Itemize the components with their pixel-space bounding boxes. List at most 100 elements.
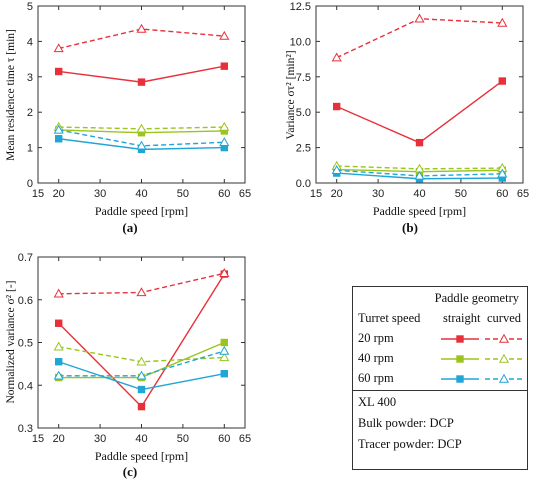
legend-divider — [353, 390, 527, 391]
data-point — [53, 341, 64, 351]
legend-straight-swatch-marker — [456, 335, 464, 343]
chart-panel: 15 20 30 40 50 60 65 0 1 2 3 4 5 Paddle speed [rpm] Me… — [5, 1, 251, 235]
series-60rpm-curved — [331, 165, 508, 180]
data-point — [219, 121, 230, 131]
legend-column-header-row: Turret speed straight curved — [353, 309, 527, 329]
y-tick-label: 0.3 — [18, 423, 33, 435]
x-tick-label: 20 — [53, 433, 65, 445]
y-tick-label: 4 — [27, 36, 33, 48]
x-tick-label: 15 — [32, 188, 44, 200]
data-point — [497, 168, 508, 178]
series-60rpm-curved — [53, 124, 230, 150]
data-point — [219, 268, 230, 277]
y-tick-label: 0.5 — [18, 338, 33, 350]
series-60rpm-curved — [53, 345, 230, 380]
x-tick-label: 50 — [177, 188, 189, 200]
legend-row-label: 60 rpm — [358, 371, 394, 385]
x-tick-label: 40 — [135, 433, 147, 445]
data-point — [414, 13, 425, 23]
x-tick-label: 30 — [94, 433, 106, 445]
panel-label: (b) — [402, 220, 418, 235]
y-axis-label: Variance στ² [min²] — [285, 50, 297, 139]
legend-curved-header: curved — [487, 311, 522, 325]
data-point — [53, 288, 64, 298]
legend-note-tracer-powder: Tracer powder: DCP — [358, 437, 462, 451]
y-axis-label: Mean residence time τ [min] — [5, 29, 17, 161]
y-tick-label: 12.5 — [290, 1, 311, 13]
data-point — [219, 345, 230, 355]
x-tick-label: 30 — [94, 188, 106, 200]
x-tick-label: 20 — [53, 188, 65, 200]
data-point — [136, 140, 147, 150]
data-point — [219, 137, 230, 146]
x-axis-label: Paddle speed [rpm] — [95, 204, 188, 218]
legend-turret-speed-header: Turret speed — [358, 311, 421, 325]
series-60rpm-straight — [55, 358, 229, 394]
y-axis-label: Normalized variance σ² [-] — [5, 281, 17, 404]
y-tick-label: 5.0 — [296, 107, 311, 119]
y-tick-label: 7.5 — [296, 72, 311, 84]
y-tick-label: 0.0 — [296, 178, 311, 190]
series-20rpm-straight — [333, 77, 507, 147]
y-tick-label: 0.4 — [18, 380, 33, 392]
legend-row-label: 20 rpm — [358, 331, 394, 345]
legend-swatches — [441, 373, 523, 383]
legend-swatches — [441, 333, 523, 343]
data-point — [219, 352, 230, 362]
legend-curved-swatch-marker — [498, 333, 510, 343]
data-point — [55, 358, 63, 366]
data-point — [219, 30, 230, 40]
data-point — [136, 356, 147, 366]
data-point — [136, 23, 147, 33]
y-tick-label: 2.5 — [296, 143, 311, 155]
legend-note-bulk-powder: Bulk powder: DCP — [358, 416, 454, 430]
y-tick-label: 2 — [27, 107, 33, 119]
x-axis-label: Paddle speed [rpm] — [95, 449, 188, 463]
y-tick-label: 3 — [27, 72, 33, 84]
legend-curved-swatch-marker — [498, 353, 510, 363]
x-tick-label: 50 — [455, 188, 467, 200]
y-tick-label: 10.0 — [290, 36, 311, 48]
y-tick-label: 0.7 — [18, 252, 33, 264]
data-point — [333, 102, 341, 111]
legend-header: Paddle geometry — [434, 291, 519, 305]
x-tick-label: 65 — [239, 433, 251, 445]
data-point — [220, 338, 229, 347]
y-tick-label: 0 — [27, 178, 33, 190]
data-point — [137, 385, 146, 394]
data-point — [53, 124, 64, 134]
data-point — [136, 370, 147, 380]
series-20rpm-straight — [55, 62, 229, 86]
plot-frame — [315, 5, 524, 184]
data-point — [331, 165, 342, 174]
y-tick-label: 1 — [27, 143, 33, 155]
x-tick-label: 50 — [177, 433, 189, 445]
x-tick-label: 20 — [331, 188, 343, 200]
x-tick-label: 65 — [239, 188, 251, 200]
data-point — [55, 319, 63, 327]
data-point — [497, 17, 508, 27]
legend-curved-swatch-marker — [498, 373, 510, 383]
x-tick-label: 40 — [135, 188, 147, 200]
chart-panel: 15 20 30 40 50 60 65 0.3 0.4 0.5 0.6 0.7 Paddle spee… — [5, 252, 251, 479]
series-20rpm-curved — [331, 13, 508, 62]
legend-row-40rpm: 40 rpm — [353, 349, 527, 369]
data-point — [220, 370, 229, 378]
series-20rpm-curved — [53, 23, 230, 53]
legend-row-label: 40 rpm — [358, 351, 394, 365]
series-line — [336, 18, 503, 59]
data-point — [331, 52, 342, 62]
legend-straight-swatch-marker — [456, 375, 464, 383]
series-line — [336, 80, 503, 144]
y-tick-label: 5 — [27, 1, 33, 13]
x-tick-label: 30 — [372, 188, 384, 200]
x-tick-label: 60 — [218, 188, 230, 200]
data-point — [136, 287, 147, 297]
x-tick-label: 15 — [310, 188, 322, 200]
data-point — [414, 170, 425, 180]
legend-straight-header: straight — [443, 311, 481, 325]
data-point — [498, 77, 507, 85]
plot-frame — [37, 256, 246, 429]
x-axis-label: Paddle speed [rpm] — [373, 204, 466, 218]
